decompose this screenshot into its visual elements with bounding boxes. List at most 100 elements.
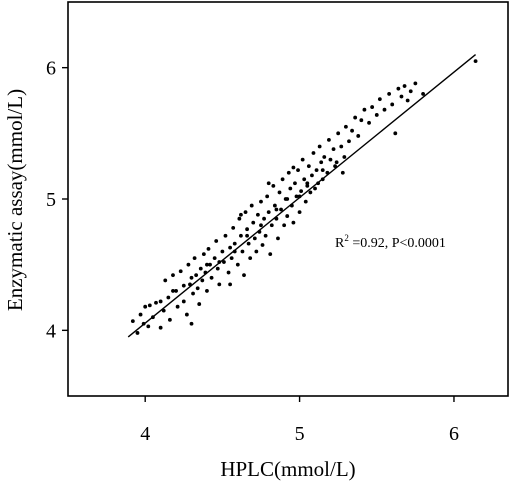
y-tick-label: 6 xyxy=(46,58,56,80)
data-point xyxy=(327,138,331,142)
data-point xyxy=(299,189,304,194)
data-point xyxy=(387,92,392,96)
data-point xyxy=(266,210,271,215)
data-point xyxy=(205,289,209,293)
y-tick-label: 5 xyxy=(46,189,56,211)
data-point xyxy=(260,243,265,247)
data-point xyxy=(268,252,273,257)
y-tick-label: 4 xyxy=(46,320,56,342)
data-point xyxy=(296,168,300,173)
data-point xyxy=(181,299,186,304)
data-point xyxy=(251,220,256,225)
data-point xyxy=(382,107,387,112)
data-point xyxy=(262,216,266,221)
data-point xyxy=(181,283,186,288)
data-point xyxy=(265,194,270,199)
data-point xyxy=(242,273,246,278)
data-point xyxy=(259,199,263,204)
data-point xyxy=(239,212,243,217)
x-axis-ticks: 4 5 6 xyxy=(140,396,459,445)
data-point xyxy=(317,144,322,149)
data-point xyxy=(285,197,290,201)
data-point xyxy=(291,220,296,225)
data-point xyxy=(343,124,348,129)
data-point xyxy=(405,98,410,103)
data-point xyxy=(138,312,143,317)
data-point xyxy=(269,223,274,228)
data-point xyxy=(313,186,317,191)
data-point xyxy=(146,324,151,329)
data-point xyxy=(274,207,279,212)
data-point xyxy=(195,286,200,291)
data-point xyxy=(184,312,189,317)
data-point xyxy=(336,131,341,136)
data-point xyxy=(390,102,395,107)
data-point xyxy=(342,155,347,159)
data-point xyxy=(201,252,206,257)
data-point xyxy=(277,190,282,195)
data-point xyxy=(252,236,257,241)
data-point xyxy=(377,97,382,102)
data-point xyxy=(200,278,205,283)
data-point xyxy=(158,325,163,330)
data-point xyxy=(314,168,319,173)
x-tick-label: 6 xyxy=(449,423,459,445)
data-point xyxy=(263,233,268,238)
x-tick-label: 5 xyxy=(295,423,305,445)
data-point xyxy=(272,203,277,208)
data-point xyxy=(220,249,225,254)
data-point xyxy=(367,120,371,125)
data-point xyxy=(166,295,171,300)
data-point xyxy=(191,291,195,296)
data-point xyxy=(174,289,178,293)
data-point xyxy=(303,199,308,204)
data-point xyxy=(350,128,354,133)
data-point xyxy=(192,256,197,260)
y-axis-ticks: 4 5 6 xyxy=(46,58,68,342)
data-point xyxy=(302,177,307,182)
data-point xyxy=(130,319,135,324)
regression-line xyxy=(127,53,477,338)
data-point xyxy=(306,164,311,169)
data-point xyxy=(189,275,194,280)
data-point xyxy=(245,233,249,238)
data-point xyxy=(228,245,233,250)
r-squared-value: =0.92, P<0.0001 xyxy=(349,236,446,251)
data-point xyxy=(167,317,172,322)
data-point xyxy=(231,225,236,230)
data-point xyxy=(356,134,361,138)
r-squared-annotation: R2 =0.92, P<0.0001 xyxy=(335,233,446,251)
data-point xyxy=(288,186,293,191)
data-point xyxy=(163,278,168,283)
data-point xyxy=(276,236,280,241)
data-point xyxy=(285,214,290,218)
data-point xyxy=(362,107,367,112)
data-point xyxy=(171,273,175,278)
data-point xyxy=(282,223,287,228)
data-point xyxy=(246,241,251,246)
data-point xyxy=(311,151,316,155)
data-point xyxy=(374,113,379,117)
data-point xyxy=(473,59,478,63)
r-squared-r: R xyxy=(335,236,345,251)
data-point xyxy=(154,300,158,305)
data-point xyxy=(402,84,407,88)
data-point xyxy=(291,165,296,170)
data-point xyxy=(353,115,358,120)
data-point xyxy=(240,249,245,254)
data-point xyxy=(209,275,214,280)
data-point xyxy=(178,269,183,274)
data-point xyxy=(297,210,302,215)
data-point xyxy=(223,233,228,238)
data-point xyxy=(286,170,291,175)
data-point xyxy=(217,282,222,287)
data-point xyxy=(322,155,327,159)
data-point xyxy=(171,289,175,293)
data-point xyxy=(197,302,202,306)
data-point xyxy=(194,273,199,278)
data-point xyxy=(421,92,425,96)
data-point xyxy=(245,227,249,232)
data-point xyxy=(305,181,310,186)
data-point xyxy=(293,181,297,186)
